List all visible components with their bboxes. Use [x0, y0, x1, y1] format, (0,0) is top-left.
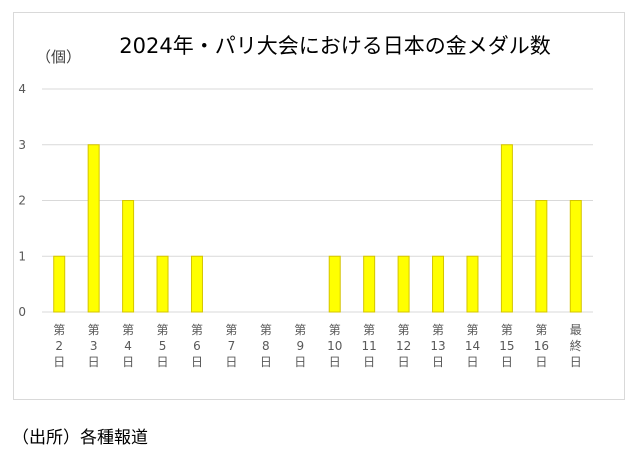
bar-10: [363, 255, 376, 313]
y-tick-label: 3: [18, 138, 26, 152]
bar-12: [432, 255, 445, 313]
y-tick-label: 2: [18, 194, 26, 208]
chart-frame: [13, 12, 625, 400]
source-note: （出所）各種報道: [12, 428, 148, 448]
bar-4: [156, 255, 169, 313]
bar-2: [87, 144, 100, 313]
bar-15: [535, 200, 548, 313]
x-tick-label: 第 11 日: [362, 323, 377, 369]
bar-1: [53, 255, 66, 313]
y-tick-label: 4: [18, 82, 26, 96]
bar-11: [397, 255, 410, 313]
x-tick-label: 第 14 日: [465, 323, 480, 369]
y-tick-label: 1: [18, 249, 26, 263]
x-tick-label: 第 13 日: [430, 323, 445, 369]
x-tick-label: 第 12 日: [396, 323, 411, 369]
bar-14: [500, 144, 513, 313]
chart-title: 2024年・パリ大会における日本の金メダル数: [119, 34, 551, 58]
x-tick-label: 第 16 日: [534, 323, 549, 369]
x-tick-label: 第 10 日: [327, 323, 342, 369]
x-tick-label: 最終日: [570, 323, 582, 369]
x-tick-label: 第 15 日: [499, 323, 514, 369]
bar-5: [190, 255, 203, 313]
bar-9: [328, 255, 341, 313]
y-tick-label: 0: [18, 305, 26, 319]
bar-13: [466, 255, 479, 313]
y-axis-unit-label: （個）: [36, 48, 82, 66]
bar-16: [569, 200, 582, 313]
bar-3: [122, 200, 135, 313]
